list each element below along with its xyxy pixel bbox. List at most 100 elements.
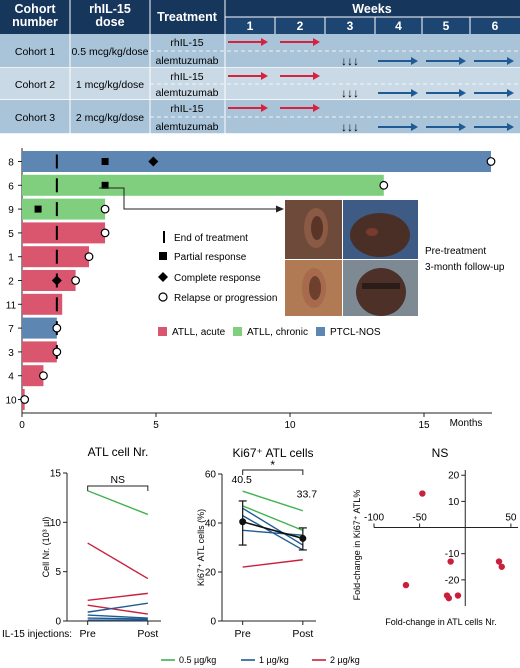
header-text-line: Cohort	[15, 2, 57, 16]
relapse-marker	[52, 323, 62, 333]
dose-value: 2 mcg/kg/dose	[76, 112, 144, 124]
relapse-marker	[100, 228, 110, 238]
week-number: 1	[247, 19, 254, 33]
relapse-marker	[486, 157, 496, 166]
patient-line	[87, 604, 148, 615]
drug-rhil15: rhIL-15	[170, 37, 203, 49]
patient-id: 8	[8, 158, 14, 169]
legend-label: PTCL-NOS	[330, 327, 381, 338]
rhil15-arrowhead	[261, 104, 268, 112]
rhil15-arrowhead	[313, 72, 320, 80]
alemtuzumab-daily-doses: ↓↓↓	[341, 86, 359, 100]
patient-line	[242, 559, 303, 568]
header-rhil15-dose: rhIL-15 dose	[89, 2, 131, 29]
face-shape	[350, 213, 410, 257]
patient-bar	[22, 174, 384, 196]
alemtuzumab-arrowhead	[459, 57, 466, 65]
chart-title: NS	[432, 446, 449, 460]
patient-bar	[22, 198, 106, 220]
patient-photos: Pre-treatment 3-month follow-up	[285, 200, 505, 316]
partial-response-marker	[34, 205, 42, 213]
alemtuzumab-arrowhead	[411, 57, 418, 65]
x-tick-label: 5	[153, 420, 159, 431]
alemtuzumab-arrowhead	[507, 123, 514, 131]
patient-line	[87, 614, 148, 619]
header-treatment: Treatment	[157, 10, 218, 24]
caption-pre-treatment: Pre-treatment	[425, 246, 486, 257]
chart-ki67-atl-cells: Ki67⁺ ATL cells 0 20 40 60 Pre Post Ki67⁺ ATL c…	[196, 446, 317, 640]
relapse-marker	[20, 395, 30, 404]
chart-fold-change-scatter: NS -100 -50 50 -20 -10 10 20 Fold-change in Ki67…	[352, 446, 518, 627]
complete-response-marker	[158, 272, 168, 282]
x-tick-label: Post	[137, 628, 158, 640]
chart-title: ATL cell Nr.	[88, 445, 149, 459]
patient-bar	[22, 270, 76, 291]
scatter-point	[445, 594, 453, 602]
legend-label: 1 µg/kg	[259, 655, 289, 665]
patient-line	[87, 592, 148, 601]
x-axis-label-months: Months	[450, 418, 483, 429]
weeks-subheader-bg	[225, 17, 520, 34]
patient-id: 5	[8, 229, 14, 240]
patient-id: 7	[8, 324, 14, 335]
treatment-schedule-table: Cohort number rhIL-15 dose Treatment Weeks…	[0, 0, 520, 135]
alemtuzumab-daily-doses: ↓↓↓	[341, 54, 359, 68]
patient-line	[242, 490, 304, 512]
legend-swatch	[316, 327, 325, 336]
alemtuzumab-arrowhead	[411, 89, 418, 97]
relapse-marker	[39, 371, 48, 381]
mean-point	[239, 518, 247, 526]
alemtuzumab-arrowhead	[507, 57, 514, 65]
alemtuzumab-daily-doses: ↓↓↓	[341, 120, 359, 134]
significance-bracket	[87, 485, 149, 491]
cohort-name: Cohort 2	[15, 79, 55, 91]
caption-3-month-follow-up: 3-month follow-up	[425, 262, 505, 273]
ear-inner	[309, 276, 321, 300]
callout-connector	[99, 187, 276, 210]
scatter-point	[498, 563, 505, 570]
partial-response-marker	[159, 252, 167, 260]
x-tick-label: -100	[364, 513, 384, 524]
alemtuzumab-arrowhead	[459, 123, 466, 131]
glasses	[362, 283, 400, 289]
chart-title: Ki67⁺ ATL cells	[232, 446, 313, 460]
y-tick-label: 0	[210, 617, 216, 628]
patient-bar	[22, 365, 44, 387]
y-tick-label: 15	[50, 469, 62, 480]
scatter-point	[447, 558, 454, 565]
y-tick-label: 20	[448, 471, 460, 482]
mean-value-label: 40.5	[231, 474, 252, 486]
rhil15-arrowhead	[313, 104, 320, 112]
alemtuzumab-arrowhead	[411, 123, 418, 131]
chart-atl-cell-number: ATL cell Nr. 0 5 10 15 Pre Post Cell Nr. (10³ µ…	[41, 445, 161, 640]
y-tick-label: 60	[205, 470, 217, 481]
drug-rhil15: rhIL-15	[170, 71, 203, 83]
patient-bar	[22, 341, 57, 363]
scatter-point	[495, 558, 503, 565]
patient-line	[87, 602, 148, 613]
mean-value-label: 33.7	[297, 488, 318, 500]
y-axis-label: Ki67⁺ ATL cells (%)	[196, 509, 206, 586]
x-tick-label: 10	[284, 420, 296, 431]
table-row-bg	[225, 68, 520, 100]
diagnosis-legend: ATLL, acute ATLL, chronic PTCL-NOS	[158, 327, 381, 338]
rhil15-arrowhead	[261, 72, 268, 80]
patient-id: 3	[8, 348, 14, 359]
patient-id: 10	[5, 396, 17, 407]
y-tick-label: 5	[55, 567, 61, 578]
lesion	[366, 228, 378, 236]
legend-swatch	[233, 327, 242, 336]
week-number: 2	[297, 19, 304, 33]
x-tick-label: 0	[19, 420, 25, 431]
x-tick-label: Pre	[235, 628, 252, 640]
header-text-line: number	[12, 15, 58, 29]
legend-swatch	[158, 327, 167, 336]
y-tick-label: -10	[445, 549, 460, 560]
significance-bracket	[242, 469, 304, 475]
x-axis-label: Fold-change in ATL cells Nr.	[385, 617, 497, 627]
mean-point	[299, 534, 307, 542]
y-tick-label: 40	[205, 519, 217, 530]
face-shape	[356, 268, 406, 316]
partial-response-marker	[101, 181, 109, 189]
